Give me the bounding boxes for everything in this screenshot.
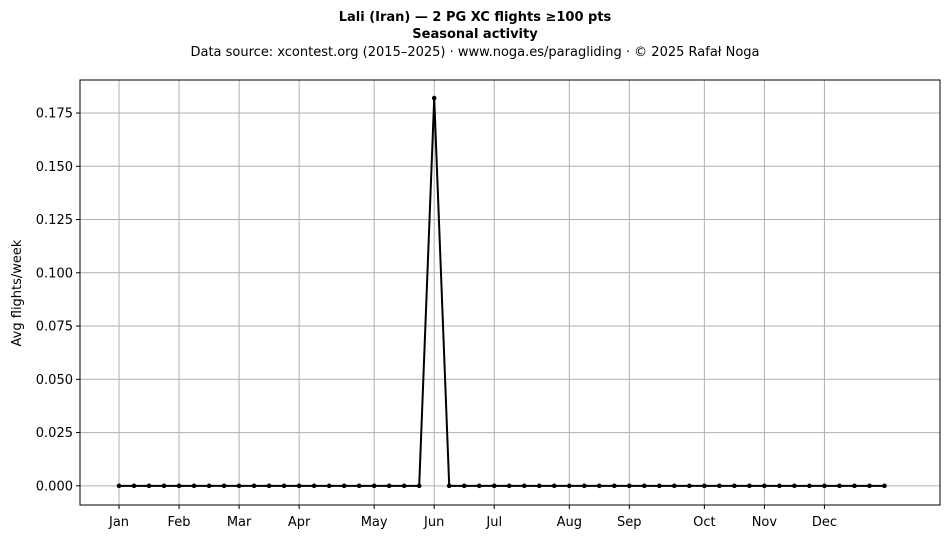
x-tick-label: Aug bbox=[557, 515, 582, 530]
grid bbox=[80, 80, 940, 505]
data-point bbox=[506, 483, 512, 489]
data-point bbox=[807, 483, 812, 489]
data-point bbox=[837, 483, 842, 489]
x-tick-label: May bbox=[361, 515, 388, 530]
y-tick-label: 0.100 bbox=[36, 266, 73, 281]
data-point bbox=[176, 483, 182, 489]
data-point bbox=[687, 483, 692, 489]
data-point bbox=[161, 483, 167, 489]
data-point bbox=[446, 483, 452, 489]
plot-frame bbox=[79, 79, 941, 506]
data-point bbox=[792, 483, 797, 489]
x-tick-label: Nov bbox=[752, 515, 778, 530]
data-point bbox=[627, 483, 632, 489]
data-point bbox=[401, 483, 407, 489]
data-point bbox=[221, 483, 227, 489]
data-point bbox=[341, 483, 347, 489]
x-tick-label: Sep bbox=[617, 515, 642, 530]
data-point bbox=[521, 483, 527, 489]
data-point bbox=[116, 483, 122, 489]
y-tick-label: 0.150 bbox=[36, 160, 73, 175]
y-tick-label: 0.000 bbox=[36, 479, 73, 494]
x-axis: Jan Feb Mar Apr May Jun Jul Aug Sep Oct Nov Dec bbox=[108, 505, 837, 530]
data-point bbox=[852, 483, 857, 489]
x-tick-label: Dec bbox=[812, 515, 837, 530]
y-tick-label: 0.050 bbox=[36, 373, 73, 388]
data-point bbox=[672, 483, 677, 489]
data-point bbox=[581, 483, 587, 489]
data-point bbox=[777, 483, 782, 489]
data-point bbox=[191, 483, 197, 489]
data-point bbox=[146, 483, 152, 489]
chart-subtitle: Data source: xcontest.org (2015–2025) · … bbox=[190, 45, 759, 60]
data-point bbox=[717, 483, 722, 489]
data-point bbox=[386, 483, 392, 489]
data-point bbox=[296, 483, 302, 489]
chart-title-line2: Seasonal activity bbox=[412, 27, 538, 42]
y-tick-label: 0.125 bbox=[36, 213, 73, 228]
data-point bbox=[551, 483, 557, 489]
data-point bbox=[371, 483, 377, 489]
x-tick-label: Apr bbox=[288, 515, 311, 530]
data-point bbox=[266, 483, 272, 489]
x-tick-label: Mar bbox=[227, 515, 252, 530]
data-point bbox=[822, 483, 827, 489]
data-point bbox=[326, 483, 332, 489]
y-axis-label: Avg flights/week bbox=[10, 239, 25, 346]
series-line bbox=[119, 97, 885, 487]
data-point bbox=[206, 483, 212, 489]
data-point bbox=[431, 95, 437, 101]
data-point bbox=[612, 483, 617, 489]
data-point bbox=[536, 483, 542, 489]
series-layer bbox=[116, 95, 887, 489]
data-point bbox=[657, 483, 662, 489]
data-point bbox=[476, 483, 482, 489]
y-tick-label: 0.075 bbox=[36, 320, 73, 335]
data-point bbox=[882, 483, 887, 489]
data-point bbox=[311, 483, 317, 489]
data-point bbox=[732, 483, 737, 489]
data-point bbox=[356, 483, 362, 489]
y-tick-label: 0.025 bbox=[36, 426, 73, 441]
x-tick-label: Jan bbox=[108, 515, 129, 530]
y-tick-label: 0.175 bbox=[36, 107, 73, 122]
data-point bbox=[131, 483, 137, 489]
chart-title-line1: Lali (Iran) — 2 PG XC flights ≥100 pts bbox=[339, 10, 612, 25]
data-point bbox=[867, 483, 872, 489]
data-point bbox=[416, 483, 422, 489]
x-tick-label: Oct bbox=[693, 515, 715, 530]
data-point bbox=[236, 483, 242, 489]
data-point bbox=[642, 483, 647, 489]
data-point bbox=[762, 483, 767, 489]
x-tick-label: Jun bbox=[423, 515, 444, 530]
data-point bbox=[566, 483, 572, 489]
data-point bbox=[281, 483, 287, 489]
data-point bbox=[491, 483, 497, 489]
data-point bbox=[461, 483, 467, 489]
y-axis: 0.000 0.025 0.050 0.075 0.100 0.125 0.150 0.175 bbox=[36, 107, 80, 494]
data-point bbox=[702, 483, 707, 489]
x-tick-label: Feb bbox=[168, 515, 191, 530]
data-point bbox=[747, 483, 752, 489]
data-point bbox=[251, 483, 257, 489]
x-tick-label: Jul bbox=[485, 515, 502, 530]
data-point bbox=[597, 483, 602, 489]
